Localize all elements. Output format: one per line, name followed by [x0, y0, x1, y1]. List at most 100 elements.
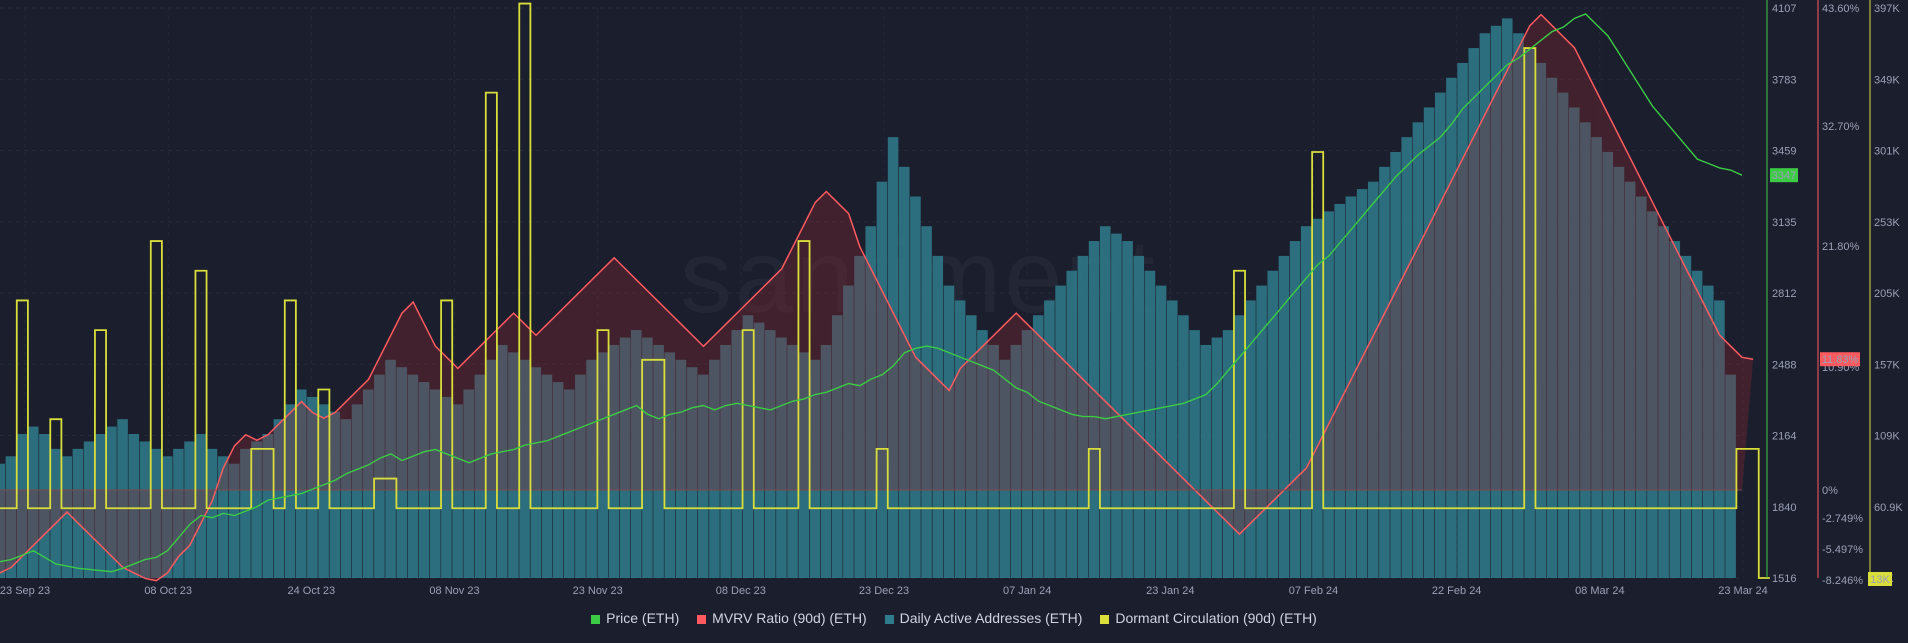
daa-bar [1278, 255, 1290, 578]
daa-bar [1658, 226, 1669, 578]
daa-bar [1546, 77, 1558, 578]
daa-bar [1624, 181, 1636, 578]
daa-bar [1233, 315, 1245, 578]
daa-bar [1289, 241, 1301, 578]
daa-bar [642, 337, 653, 578]
legend-item-price[interactable]: Price (ETH) [591, 610, 679, 626]
price-tick-label: 1516 [1772, 573, 1796, 585]
daa-bar [898, 166, 910, 578]
legend-item-daily-active-addresses[interactable]: Daily Active Addresses (ETH) [884, 610, 1082, 626]
daa-bar [977, 330, 988, 578]
daa-bar [1513, 33, 1524, 578]
daa-bar [1178, 315, 1189, 578]
x-tick-label: 23 Nov 23 [573, 585, 623, 597]
daa-bar [340, 419, 352, 578]
daa-bar [329, 411, 341, 578]
legend-item-dormant-circulation[interactable]: Dormant Circulation (90d) (ETH) [1100, 610, 1317, 626]
daa-bar [1490, 25, 1502, 578]
daa-bar [251, 441, 262, 578]
daa-bar [351, 404, 363, 578]
daa-bar [396, 367, 408, 578]
daa-bar [1044, 300, 1055, 578]
daa-bar [1725, 374, 1736, 578]
daa-bar [1222, 330, 1234, 578]
daa-bar [72, 448, 84, 578]
daa-bar [1479, 33, 1491, 578]
daa-bar [1267, 270, 1279, 578]
daa-bar [820, 344, 832, 578]
daa-bar [954, 300, 966, 578]
daa-bar [106, 426, 117, 578]
daa-bar [1714, 300, 1725, 578]
daa-bar [586, 359, 597, 578]
daa-bar [128, 434, 140, 578]
daa-bar [295, 389, 307, 578]
daa-bar [831, 315, 843, 578]
x-tick-label: 24 Oct 23 [287, 585, 335, 597]
price-tick-label: 3135 [1772, 217, 1796, 229]
daa-tick-label: 205K [1874, 288, 1900, 300]
legend-swatch-daa [884, 614, 894, 624]
daa-bar [318, 404, 329, 578]
price-tick-label: 2164 [1772, 431, 1796, 443]
daa-bar [161, 456, 173, 578]
daa-bar [1345, 196, 1357, 578]
daa-bar [865, 226, 877, 578]
daa-bar [1535, 62, 1547, 578]
daa-bar [1144, 270, 1156, 578]
x-tick-label: 07 Jan 24 [1003, 585, 1051, 597]
daa-bar [887, 137, 899, 578]
daa-bar [117, 419, 128, 578]
daa-bar [653, 344, 664, 578]
daa-bar [1010, 344, 1022, 578]
daa-bar [1635, 196, 1647, 578]
legend-item-mvrv[interactable]: MVRV Ratio (90d) (ETH) [697, 610, 867, 626]
daa-bar [910, 196, 921, 578]
daa-bar [1088, 241, 1100, 578]
daa-bar [1155, 285, 1167, 578]
daa-bar [407, 374, 419, 578]
daa-bar [485, 359, 497, 578]
chart-area[interactable]: 4107 3783 3459 3135 2812 2488 2164 1840 1516 3347… [0, 0, 1908, 610]
daa-bar [0, 463, 6, 578]
daa-tick-label: 60.9K [1874, 502, 1903, 514]
daa-bar [764, 330, 776, 578]
daa-bar [809, 359, 821, 578]
daa-bar [1613, 166, 1625, 578]
daa-bar [843, 285, 854, 578]
daa-bar [988, 344, 999, 578]
daa-bar [1021, 330, 1033, 578]
daa-bar [597, 352, 609, 578]
daa-bar [608, 344, 620, 578]
daa-bar [854, 255, 865, 578]
daa-bar [39, 434, 50, 578]
daa-bar [731, 330, 743, 578]
daa-bar [173, 448, 184, 578]
daa-bar [184, 441, 195, 578]
chart-legend: Price (ETH) MVRV Ratio (90d) (ETH) Daily… [0, 610, 1908, 626]
daa-bar [1133, 255, 1145, 578]
daa-bar [1390, 151, 1401, 578]
mvrv-area [0, 14, 1754, 581]
mvrv-tick-label: 0% [1822, 485, 1838, 497]
x-tick-label: 08 Mar 24 [1575, 585, 1625, 597]
daa-tick-label: 349K [1874, 74, 1900, 86]
daa-bar [541, 374, 553, 578]
daa-bar [83, 441, 95, 578]
daa-bar [943, 285, 955, 578]
price-line [0, 13, 1743, 573]
mvrv-tick-label: 32.70% [1822, 121, 1860, 133]
daa-bar [697, 374, 709, 578]
mvrv-line [0, 13, 1754, 582]
legend-label-dormant: Dormant Circulation (90d) (ETH) [1115, 610, 1317, 626]
daa-bar [1446, 77, 1457, 578]
daa-bar [1323, 211, 1334, 578]
daa-bar [1557, 92, 1569, 578]
daa-bar [61, 456, 73, 578]
daa-bar [1680, 255, 1692, 578]
daa-bar [1379, 166, 1390, 578]
daa-bar [921, 226, 932, 578]
daa-bar [1032, 315, 1044, 578]
daa-bar [552, 382, 564, 578]
daa-bar [16, 434, 28, 578]
